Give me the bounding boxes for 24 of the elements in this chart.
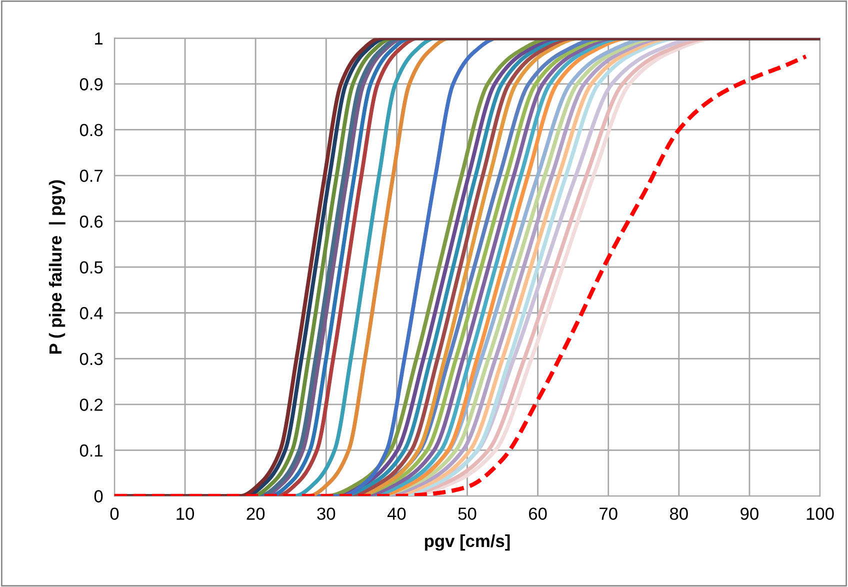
x-tick-label: 40 bbox=[387, 508, 406, 520]
x-axis-title: pgv [cm/s] bbox=[424, 534, 510, 551]
y-tick-label: 0.4 bbox=[80, 307, 103, 320]
x-tick-label: 50 bbox=[458, 508, 476, 520]
x-tick-label: 90 bbox=[740, 508, 758, 520]
x-tick-label: 20 bbox=[246, 508, 265, 520]
y-tick-label: 0.8 bbox=[80, 124, 103, 136]
x-tick-label: 80 bbox=[670, 508, 688, 520]
y-tick-label: 0.9 bbox=[80, 78, 103, 90]
y-tick-label: 0 bbox=[94, 490, 103, 502]
y-tick-label: 1 bbox=[95, 32, 103, 44]
y-tick-label: 0.3 bbox=[80, 352, 103, 366]
y-tick-label: 0.6 bbox=[80, 215, 103, 228]
x-tick-label: 10 bbox=[176, 508, 194, 520]
y-tick-label: 0.5 bbox=[80, 261, 103, 274]
x-tick-label: 0 bbox=[110, 508, 119, 520]
x-tick-label: 60 bbox=[529, 508, 547, 520]
y-tick-label: 0.1 bbox=[80, 444, 103, 457]
y-tick-label: 0.2 bbox=[80, 398, 102, 411]
x-tick-label: 100 bbox=[806, 508, 834, 520]
y-axis-title: P ( pipe failure | pgv) bbox=[48, 180, 66, 354]
y-tick-label: 0.7 bbox=[80, 170, 102, 182]
x-tick-label: 30 bbox=[317, 508, 336, 520]
x-tick-label: 70 bbox=[600, 508, 618, 520]
